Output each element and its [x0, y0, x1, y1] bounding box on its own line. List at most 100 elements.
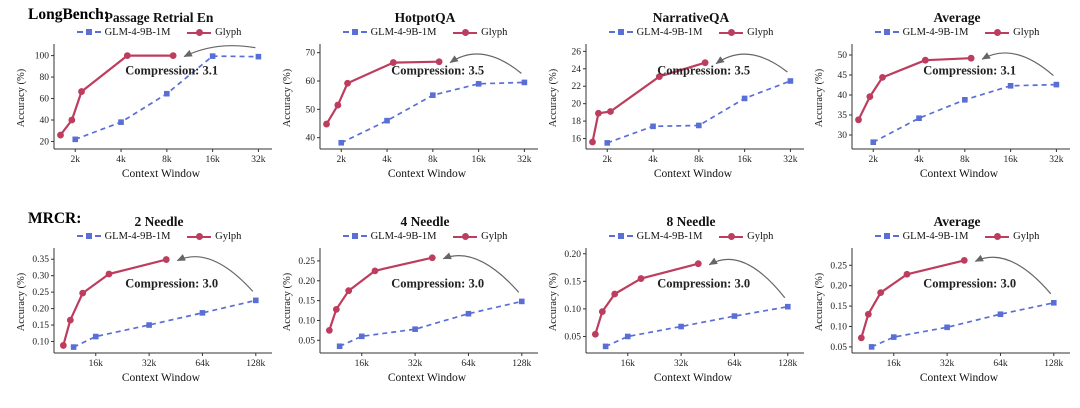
chart-8-needle: 8 Needle GLM-4-9B-1M Gylph 0.05 0.10 0.15 0…	[544, 208, 810, 384]
compression-annotation: Compression: 3.0	[125, 277, 218, 291]
glm-data-point	[997, 311, 1004, 318]
glm-data-point	[118, 119, 124, 125]
y-tick-label: 0.05	[830, 343, 847, 353]
x-tick-label: 64k	[461, 359, 476, 369]
glm-data-point	[944, 324, 950, 331]
glm-data-point	[255, 53, 262, 60]
legend-entry-glyph: Gylph	[453, 230, 507, 243]
glm-data-point	[624, 333, 631, 340]
y-tick-label: 35	[838, 111, 848, 121]
glyph-data-point	[66, 316, 74, 324]
y-tick-label: 70	[306, 49, 316, 59]
compression-arrow-icon	[981, 52, 1054, 77]
plot-area: 30 35 40 45 50 2k 4k 8k 16k 32k Accuracy (%) Compre…	[814, 44, 1070, 165]
legend-entry-glm: GLM-4-9B-1M	[608, 230, 703, 243]
x-axis-label: Context Window	[653, 168, 733, 180]
compression-arrow-icon	[449, 53, 522, 74]
glm-data-point	[1007, 83, 1014, 89]
glm-line-marker-icon	[608, 232, 633, 241]
glm-line-marker-icon	[874, 28, 899, 37]
y-tick-label: 0.05	[298, 336, 315, 346]
glyph-line-marker-icon	[187, 28, 212, 37]
glyph-data-point	[105, 270, 113, 278]
glyph-data-point	[607, 108, 614, 115]
glm-data-point	[1050, 300, 1057, 306]
legend-label: GLM-4-9B-1M	[902, 27, 969, 38]
x-tick-label: 32k	[940, 359, 955, 369]
y-tick-label: 60	[306, 77, 316, 87]
compression-annotation: Compression: 3.5	[657, 64, 750, 78]
chart-title: 8 Needle	[666, 214, 716, 229]
glm-data-point	[604, 140, 611, 146]
glm-data-point	[696, 122, 702, 129]
glm-data-point	[890, 334, 897, 340]
legend-entry-glm: GLM-4-9B-1M	[874, 26, 969, 39]
y-tick-label: 0.25	[32, 288, 49, 298]
glyph-data-point	[169, 52, 177, 59]
glyph-line-marker-icon	[985, 232, 1010, 241]
x-tick-label: 2k	[602, 155, 612, 165]
plot-area: 16 18 20 22 24 26 2k 4k 8k 16k 32k Accuracy (%) Comp…	[548, 44, 804, 165]
x-tick-label: 16k	[1003, 155, 1018, 165]
legend: GLM-4-9B-1M Gylph	[544, 230, 810, 243]
legend-label: GLM-4-9B-1M	[902, 231, 969, 242]
glyph-data-point	[57, 131, 64, 139]
x-tick-label: 16k	[887, 359, 902, 369]
chart-title: NarrativeQA	[652, 10, 730, 25]
glm-data-point	[962, 97, 968, 103]
y-tick-label: 0.15	[830, 302, 847, 312]
glm-data-point	[146, 322, 152, 328]
compression-annotation: Compression: 3.0	[923, 277, 1016, 291]
legend-label: Glyph	[747, 27, 774, 38]
plot-area: 0.05 0.10 0.15 0.20 0.25 16k 32k 64k 128k Accurac…	[814, 248, 1070, 369]
chart-passage-retrial-en: Passage Retrial En GLM-4-9B-1M Glyph 20 4…	[12, 4, 278, 180]
compression-arrow-icon	[974, 254, 1052, 295]
compression-arrow-icon	[176, 254, 254, 292]
y-tick-label: 18	[572, 117, 582, 127]
chart-title: Average	[933, 10, 981, 25]
glm-data-point	[430, 92, 436, 98]
x-tick-label: 8k	[960, 155, 970, 165]
chart-mrcr-average: Average GLM-4-9B-1M Gylph 0.05 0.10 0.15 0.…	[810, 208, 1076, 384]
glyph-data-point	[428, 254, 436, 262]
glm-line	[872, 83, 1057, 143]
x-tick-label: 8k	[428, 155, 438, 165]
legend-entry-glyph: Gylph	[187, 230, 241, 243]
y-tick-label: 26	[572, 47, 582, 57]
x-tick-label: 32k	[251, 155, 266, 165]
y-tick-label: 0.15	[32, 321, 49, 331]
glm-data-point	[199, 310, 206, 316]
chart-hotpotqa: HotpotQA GLM-4-9B-1M Glyph 40 50 60 70 2k 4k 8…	[278, 4, 544, 180]
legend-label: GLM-4-9B-1M	[636, 27, 703, 38]
glm-data-point	[252, 297, 259, 304]
x-tick-label: 32k	[674, 359, 689, 369]
chart-title: HotpotQA	[394, 10, 456, 25]
x-tick-label: 2k	[868, 155, 878, 165]
legend: GLM-4-9B-1M Glyph	[544, 26, 810, 39]
y-tick-label: 0.10	[830, 322, 847, 332]
x-tick-label: 128k	[778, 359, 797, 369]
y-tick-label: 0.20	[298, 277, 315, 287]
plot-area: 0.05 0.10 0.15 0.20 16k 32k 64k 128k Accuracy (%…	[548, 248, 804, 369]
legend-label: Glyph	[1013, 27, 1040, 38]
x-tick-label: 128k	[1044, 359, 1063, 369]
glyph-data-point	[701, 59, 709, 67]
legend: GLM-4-9B-1M Glyph	[12, 26, 278, 39]
y-tick-label: 40	[40, 116, 50, 126]
chart-4-needle: 4 Needle GLM-4-9B-1M Gylph 0.05 0.10 0.15 0…	[278, 208, 544, 384]
chart-title: Average	[933, 214, 981, 229]
glyph-data-point	[595, 109, 602, 117]
x-tick-label: 32k	[408, 359, 423, 369]
plot-area: 40 50 60 70 2k 4k 8k 16k 32k Accuracy (%) Compress…	[282, 44, 538, 165]
glyph-data-point	[857, 334, 865, 342]
glyph-data-point	[589, 138, 596, 146]
legend: GLM-4-9B-1M Gylph	[278, 230, 544, 243]
legend-entry-glm: GLM-4-9B-1M	[608, 26, 703, 39]
x-tick-label: 32k	[1049, 155, 1064, 165]
glm-data-point	[358, 333, 365, 340]
glyph-data-point	[334, 101, 342, 109]
y-tick-label: 22	[572, 82, 582, 92]
legend-label: Gylph	[1013, 231, 1040, 242]
y-tick-label: 24	[572, 65, 582, 75]
x-tick-label: 32k	[517, 155, 532, 165]
